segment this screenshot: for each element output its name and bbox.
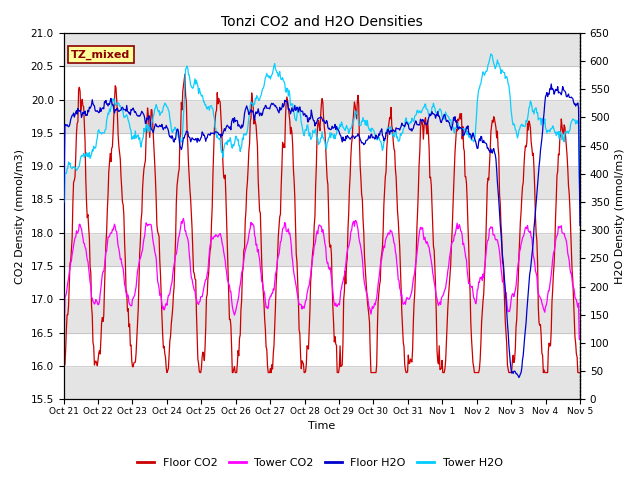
- Text: TZ_mixed: TZ_mixed: [71, 49, 131, 60]
- Bar: [63, 333, 580, 366]
- Bar: [63, 233, 580, 266]
- X-axis label: Time: Time: [308, 421, 335, 432]
- Bar: [63, 33, 580, 66]
- Bar: [63, 366, 580, 399]
- Legend: Floor CO2, Tower CO2, Floor H2O, Tower H2O: Floor CO2, Tower CO2, Floor H2O, Tower H…: [133, 453, 507, 472]
- Bar: [63, 166, 580, 199]
- Bar: [63, 300, 580, 333]
- Y-axis label: H2O Density (mmol/m3): H2O Density (mmol/m3): [615, 148, 625, 284]
- Bar: [63, 199, 580, 233]
- Y-axis label: CO2 Density (mmol/m3): CO2 Density (mmol/m3): [15, 149, 25, 284]
- Bar: [63, 133, 580, 166]
- Bar: [63, 99, 580, 133]
- Bar: [63, 266, 580, 300]
- Title: Tonzi CO2 and H2O Densities: Tonzi CO2 and H2O Densities: [221, 15, 422, 29]
- Bar: [63, 66, 580, 99]
